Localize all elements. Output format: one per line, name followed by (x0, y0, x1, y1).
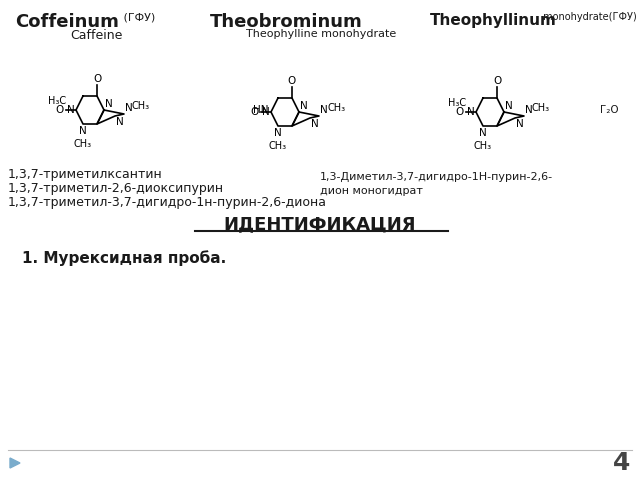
Text: N: N (105, 99, 113, 109)
Text: N: N (320, 105, 328, 115)
Text: CH₃: CH₃ (327, 103, 345, 113)
Text: Theophylline monohydrate: Theophylline monohydrate (246, 29, 396, 39)
Text: 1,3,7-триметил-2,6-диоксипурин: 1,3,7-триметил-2,6-диоксипурин (8, 182, 224, 195)
Text: H₃C: H₃C (48, 96, 66, 106)
Text: CH₃: CH₃ (74, 139, 92, 149)
Text: N: N (516, 119, 524, 129)
Text: Coffeinum: Coffeinum (15, 13, 119, 31)
Text: N: N (79, 126, 87, 136)
Text: дион моногидрат: дион моногидрат (320, 186, 423, 196)
Text: N: N (116, 117, 124, 127)
Text: 1,3,7-триметил-3,7-дигидро-1н-пурин-2,6-диона: 1,3,7-триметил-3,7-дигидро-1н-пурин-2,6-… (8, 196, 327, 209)
Text: Г₂О: Г₂О (600, 105, 619, 115)
Text: 1,3,7-триметилксантин: 1,3,7-триметилксантин (8, 168, 163, 181)
Text: O: O (93, 74, 101, 84)
Text: N: N (125, 103, 132, 113)
Text: Theophyllinum: Theophyllinum (430, 13, 557, 28)
Text: O: O (251, 107, 259, 117)
Text: CH₃: CH₃ (132, 101, 150, 111)
Text: 4: 4 (612, 451, 630, 475)
Text: N: N (505, 101, 513, 111)
Text: N: N (300, 101, 308, 111)
Text: O: O (56, 105, 64, 115)
Text: monohydrate(ГФУ): monohydrate(ГФУ) (540, 12, 637, 22)
Text: N: N (467, 107, 475, 117)
Text: Caffeine: Caffeine (70, 29, 122, 42)
Text: CH₃: CH₃ (532, 103, 550, 113)
Text: 1,3-Диметил-3,7-дигидро-1Н-пурин-2,6-: 1,3-Диметил-3,7-дигидро-1Н-пурин-2,6- (320, 172, 553, 182)
Polygon shape (10, 458, 20, 468)
Text: O: O (456, 107, 464, 117)
Text: N: N (479, 128, 487, 138)
Text: N: N (311, 119, 319, 129)
Text: H₃C: H₃C (448, 98, 466, 108)
Text: Theobrominum: Theobrominum (210, 13, 363, 31)
Text: N: N (525, 105, 532, 115)
Text: 1. Мурексидная проба.: 1. Мурексидная проба. (22, 250, 227, 266)
Text: O: O (288, 76, 296, 86)
Text: (ГФУ): (ГФУ) (120, 12, 156, 22)
Text: N: N (274, 128, 282, 138)
Text: HN: HN (253, 105, 268, 115)
Text: N: N (262, 107, 270, 117)
Text: O: O (493, 76, 501, 86)
Text: CH₃: CH₃ (474, 141, 492, 151)
Text: N: N (67, 105, 75, 115)
Text: ИДЕНТИФИКАЦИЯ: ИДЕНТИФИКАЦИЯ (224, 215, 416, 233)
Text: CH₃: CH₃ (269, 141, 287, 151)
